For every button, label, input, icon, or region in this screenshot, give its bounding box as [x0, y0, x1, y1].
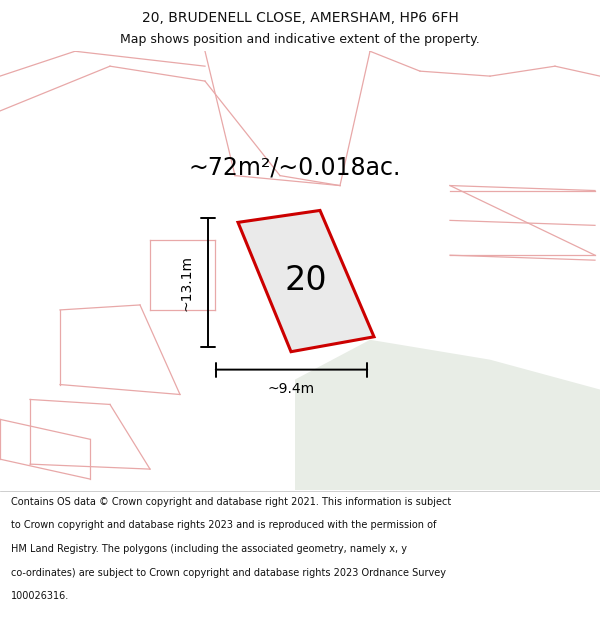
- Text: to Crown copyright and database rights 2023 and is reproduced with the permissio: to Crown copyright and database rights 2…: [11, 521, 436, 531]
- Polygon shape: [238, 211, 374, 352]
- Text: ~13.1m: ~13.1m: [180, 254, 194, 311]
- Text: 100026316.: 100026316.: [11, 591, 69, 601]
- Text: ~9.4m: ~9.4m: [268, 381, 315, 396]
- Text: 20: 20: [284, 264, 327, 297]
- Text: co-ordinates) are subject to Crown copyright and database rights 2023 Ordnance S: co-ordinates) are subject to Crown copyr…: [11, 568, 446, 578]
- Text: 20, BRUDENELL CLOSE, AMERSHAM, HP6 6FH: 20, BRUDENELL CLOSE, AMERSHAM, HP6 6FH: [142, 11, 458, 25]
- Polygon shape: [295, 340, 600, 490]
- Text: Contains OS data © Crown copyright and database right 2021. This information is : Contains OS data © Crown copyright and d…: [11, 497, 451, 507]
- Text: HM Land Registry. The polygons (including the associated geometry, namely x, y: HM Land Registry. The polygons (includin…: [11, 544, 407, 554]
- Text: ~72m²/~0.018ac.: ~72m²/~0.018ac.: [189, 156, 401, 180]
- Text: Map shows position and indicative extent of the property.: Map shows position and indicative extent…: [120, 33, 480, 46]
